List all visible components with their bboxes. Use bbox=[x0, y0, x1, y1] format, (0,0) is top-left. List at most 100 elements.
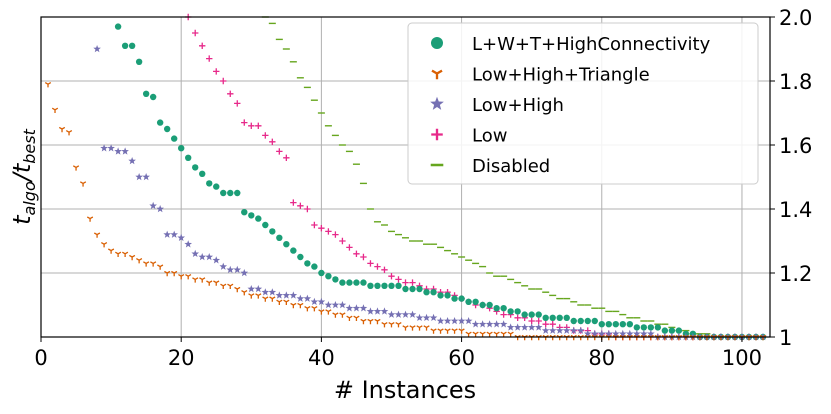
data-point-low-high-triangle bbox=[220, 283, 227, 289]
data-point-low-high-triangle bbox=[353, 315, 360, 321]
data-point-low-high bbox=[331, 301, 340, 309]
data-point-l-w-t-highconnectivity bbox=[507, 308, 514, 315]
series-l-w-t-highconnectivity bbox=[114, 23, 767, 341]
data-point-low-high-triangle bbox=[192, 277, 199, 283]
data-point-low-high bbox=[506, 323, 515, 331]
data-point-low-high bbox=[485, 320, 494, 328]
data-point-low-high-triangle bbox=[65, 130, 73, 136]
data-point-l-w-t-highconnectivity bbox=[465, 298, 472, 305]
data-point-l-w-t-highconnectivity bbox=[542, 314, 549, 321]
data-point-low bbox=[199, 42, 206, 49]
data-point-low-high-triangle bbox=[577, 334, 584, 341]
data-point-low-high bbox=[373, 307, 382, 315]
data-point-low-high bbox=[611, 329, 620, 338]
data-point-l-w-t-highconnectivity bbox=[416, 285, 423, 293]
legend-label: Disabled bbox=[472, 156, 550, 177]
data-point-l-w-t-highconnectivity bbox=[213, 183, 220, 190]
data-point-low-high-triangle bbox=[528, 334, 535, 341]
data-point-low-high bbox=[548, 326, 557, 334]
data-point-l-w-t-highconnectivity bbox=[500, 305, 507, 312]
data-point-low-high bbox=[142, 173, 150, 181]
data-point-l-w-t-highconnectivity bbox=[598, 321, 605, 328]
data-point-low-high bbox=[618, 329, 627, 338]
data-point-low-high-triangle bbox=[542, 334, 549, 341]
data-point-low-high-triangle bbox=[409, 325, 416, 331]
axis-ticks: 0 20 40 60 80 100 1 1.2 1.4 1.6 1.8 2.0 bbox=[34, 6, 812, 370]
data-point-low-high bbox=[303, 294, 312, 302]
data-point-low-high-triangle bbox=[360, 318, 367, 325]
data-point-low-high bbox=[205, 253, 214, 261]
data-point-low-high bbox=[464, 317, 473, 325]
data-point-low bbox=[269, 138, 276, 145]
data-point-l-w-t-highconnectivity bbox=[633, 324, 641, 331]
data-point-l-w-t-highconnectivity bbox=[262, 221, 269, 229]
data-point-l-w-t-highconnectivity bbox=[626, 321, 634, 328]
data-point-low bbox=[528, 317, 535, 325]
data-point-low-high bbox=[100, 144, 108, 152]
x-tick-label: 0 bbox=[34, 346, 47, 370]
data-point-l-w-t-highconnectivity bbox=[605, 321, 612, 328]
data-point-low-high bbox=[569, 326, 578, 334]
data-point-low bbox=[388, 273, 395, 280]
x-tick-label: 20 bbox=[168, 346, 195, 370]
legend-entry-low: Low bbox=[431, 126, 507, 147]
data-point-l-w-t-highconnectivity bbox=[290, 247, 297, 254]
data-point-low-high-triangle bbox=[86, 216, 94, 222]
data-point-low-high-triangle bbox=[100, 242, 108, 248]
data-point-low-high-triangle bbox=[164, 270, 171, 277]
data-point-low-high bbox=[93, 45, 101, 53]
data-point-l-w-t-highconnectivity bbox=[458, 295, 465, 302]
data-point-low-high-triangle bbox=[143, 261, 150, 267]
data-point-low-high-triangle bbox=[332, 312, 339, 318]
data-point-low bbox=[276, 148, 283, 155]
data-point-l-w-t-highconnectivity bbox=[346, 279, 353, 286]
y-tick-label: 1.6 bbox=[779, 134, 812, 158]
data-point-low-high bbox=[163, 230, 171, 238]
data-point-low-high bbox=[562, 326, 571, 334]
data-point-low-high-triangle bbox=[318, 309, 325, 315]
data-point-low-high bbox=[345, 304, 354, 312]
data-point-low-high bbox=[310, 297, 319, 306]
data-point-low-high bbox=[436, 317, 445, 325]
x-tick-label: 80 bbox=[588, 346, 615, 370]
data-point-low-high bbox=[198, 253, 207, 261]
data-point-low bbox=[542, 321, 549, 328]
data-point-low-high bbox=[240, 269, 249, 277]
data-point-low-high bbox=[415, 313, 424, 322]
data-point-low bbox=[374, 263, 381, 270]
data-point-low-high bbox=[184, 240, 193, 248]
data-point-low-high bbox=[170, 230, 178, 238]
data-point-low-high-triangle bbox=[346, 315, 353, 321]
data-point-low-high-triangle bbox=[136, 258, 143, 264]
data-point-low bbox=[381, 266, 388, 273]
data-point-low-high-triangle bbox=[388, 322, 395, 328]
data-point-low-high-triangle bbox=[430, 328, 437, 334]
data-point-l-w-t-highconnectivity bbox=[170, 135, 178, 142]
y-tick-label: 1.8 bbox=[779, 70, 812, 94]
data-point-l-w-t-highconnectivity bbox=[220, 189, 227, 197]
y-tick-label: 1.4 bbox=[779, 198, 812, 222]
data-point-low-high bbox=[604, 329, 613, 338]
y-axis-label-sub-best: best bbox=[20, 128, 39, 163]
data-point-l-w-t-highconnectivity bbox=[402, 285, 409, 293]
data-point-l-w-t-highconnectivity bbox=[128, 42, 136, 49]
data-point-low-high-triangle bbox=[437, 328, 444, 334]
data-point-low-high-triangle bbox=[381, 322, 388, 328]
data-point-l-w-t-highconnectivity bbox=[430, 289, 437, 296]
data-point-l-w-t-highconnectivity bbox=[199, 170, 206, 177]
data-point-low-high bbox=[443, 317, 452, 325]
data-point-low-high-triangle bbox=[500, 331, 507, 337]
data-point-l-w-t-highconnectivity bbox=[248, 212, 255, 219]
legend-label: Low+High bbox=[472, 95, 564, 116]
data-point-low-high bbox=[128, 157, 136, 165]
data-point-low-high bbox=[219, 262, 228, 270]
data-point-l-w-t-highconnectivity bbox=[206, 180, 213, 187]
data-point-low-high-triangle bbox=[107, 248, 115, 254]
data-point-low-high bbox=[422, 313, 431, 322]
data-point-low-high bbox=[583, 329, 592, 338]
data-point-l-w-t-highconnectivity bbox=[304, 260, 311, 267]
data-point-low bbox=[227, 90, 234, 97]
data-point-low-high bbox=[212, 256, 221, 264]
data-point-low-high bbox=[520, 323, 529, 331]
data-point-low-high bbox=[387, 310, 396, 318]
